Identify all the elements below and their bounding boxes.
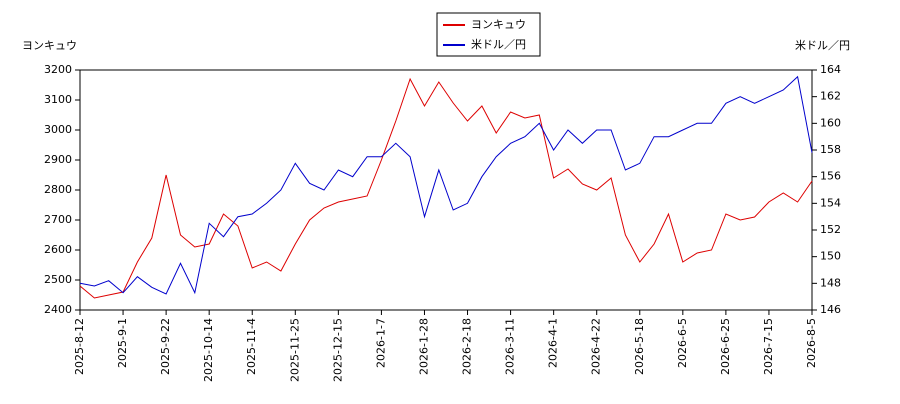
legend-label: ヨンキュウ <box>471 18 526 31</box>
x-tick-label: 2026-4-22 <box>590 318 603 375</box>
y2-tick-label: 150 <box>820 250 841 263</box>
y-tick-label: 2800 <box>44 183 72 196</box>
x-tick-label: 2025-11-25 <box>288 318 301 382</box>
x-tick-label: 2026-8-5 <box>805 318 818 368</box>
x-tick-label: 2026-6-5 <box>676 318 689 368</box>
y2-tick-label: 158 <box>820 143 841 156</box>
y2-tick-label: 156 <box>820 170 841 183</box>
y-tick-label: 3200 <box>44 63 72 76</box>
x-tick-label: 2026-1-7 <box>374 318 387 368</box>
x-tick-label: 2025-12-15 <box>331 318 344 382</box>
x-tick-label: 2025-9-22 <box>159 318 172 375</box>
y-tick-label: 2900 <box>44 153 72 166</box>
y-axis-label: ヨンキュウ <box>22 39 77 52</box>
y2-tick-label: 164 <box>820 63 841 76</box>
x-tick-label: 2026-1-28 <box>417 318 430 375</box>
line-series <box>79 77 813 299</box>
legend-box <box>436 12 541 57</box>
y2-tick-label: 154 <box>820 196 841 209</box>
y-tick-label: 3100 <box>44 93 72 106</box>
y-tick-label: 2600 <box>44 243 72 256</box>
x-tick-label: 2026-5-18 <box>633 318 646 375</box>
x-tick-label: 2026-2-18 <box>461 318 474 375</box>
y2-tick-label: 162 <box>820 90 841 103</box>
x-tick-label: 2026-6-25 <box>719 318 732 375</box>
y-tick-label: 3000 <box>44 123 72 136</box>
x-tick-label: 2025-10-14 <box>202 318 215 382</box>
x-tick-label: 2026-3-11 <box>504 318 517 375</box>
y2-tick-label: 152 <box>820 223 841 236</box>
x-tick-label: 2026-7-15 <box>762 318 775 375</box>
x-tick-label: 2026-4-1 <box>547 318 560 368</box>
y2-tick-label: 148 <box>820 276 841 289</box>
x-tick-label: 2025-8-12 <box>73 318 86 375</box>
y2-axis-label: 米ドル／円 <box>795 39 850 52</box>
x-tick-label: 2025-9-1 <box>116 318 129 368</box>
y2-tick-label: 146 <box>820 303 841 316</box>
y2-tick-label: 160 <box>820 116 841 129</box>
y-tick-label: 2400 <box>44 303 72 316</box>
legend-label: 米ドル／円 <box>471 38 526 51</box>
x-tick-label: 2025-11-4 <box>245 318 258 375</box>
line-series <box>79 75 813 295</box>
y-tick-label: 2700 <box>44 213 72 226</box>
y-tick-label: 2500 <box>44 273 72 286</box>
